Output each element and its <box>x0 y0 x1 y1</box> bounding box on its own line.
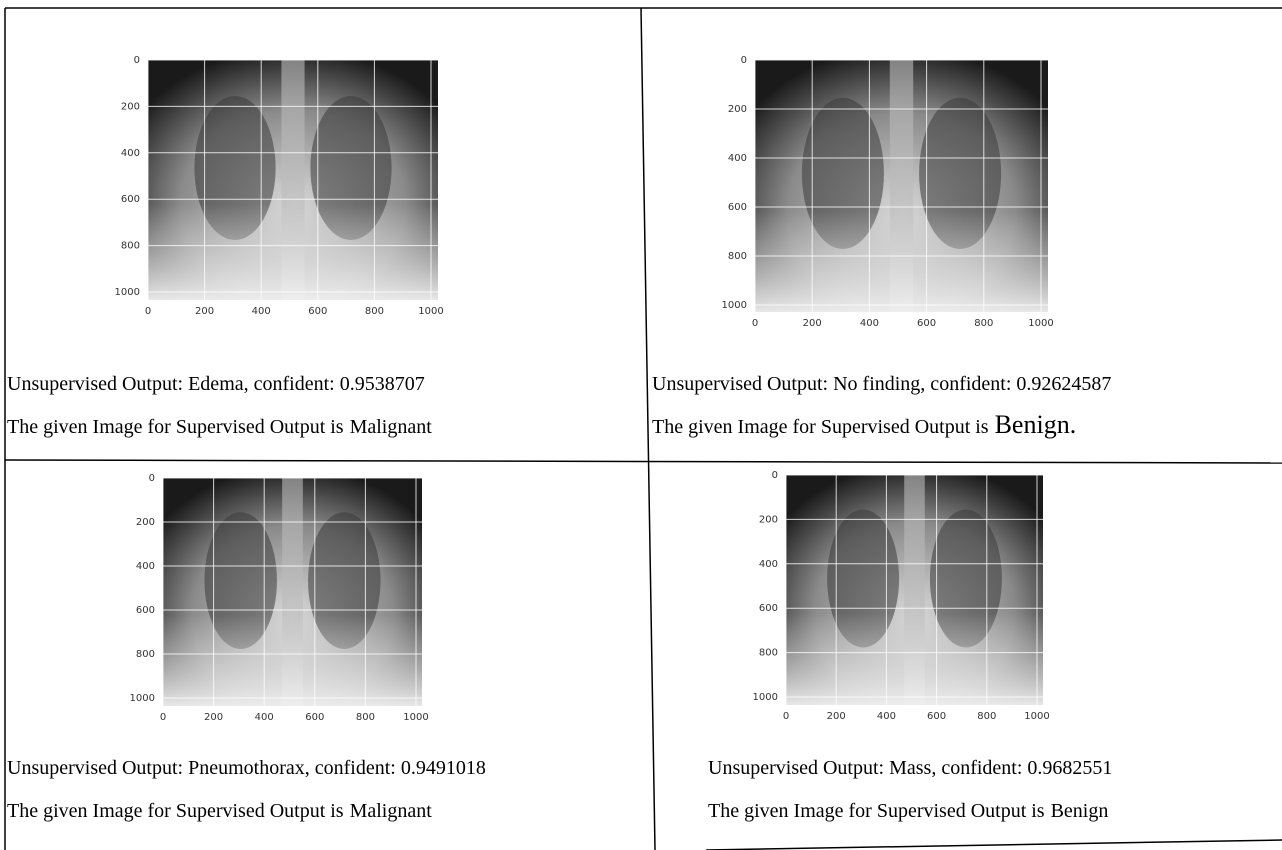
x-tick-label: 1000 <box>1024 711 1049 722</box>
y-tick-label: 600 <box>759 603 778 614</box>
y-tick-label: 200 <box>728 104 747 115</box>
x-tick-label: 1000 <box>1028 318 1053 329</box>
supervised-prefix: The given Image for Supervised Output is <box>7 800 344 822</box>
y-tick-label: 600 <box>121 194 140 205</box>
unsupervised-output: Unsupervised Output: Pneumothorax, confi… <box>7 757 486 779</box>
y-tick-label: 600 <box>728 202 747 213</box>
y-tick-label: 200 <box>759 514 778 525</box>
xray-panel: 0 200 400 600 800 1000 0 200 400 600 800 1000 Unsupe… <box>708 470 1112 822</box>
y-tick-label: 1000 <box>115 287 140 298</box>
x-tick-label: 800 <box>356 712 375 723</box>
x-tick-label: 400 <box>255 712 274 723</box>
x-tick-label: 1000 <box>418 306 443 317</box>
y-tick-label: 1000 <box>722 300 747 311</box>
supervised-result: Benign <box>1051 800 1109 822</box>
x-tick-label: 800 <box>365 306 384 317</box>
supervised-output: The given Image for Supervised Output is… <box>652 410 1076 439</box>
supervised-output: The given Image for Supervised Output is… <box>7 800 432 822</box>
x-tick-label: 0 <box>160 712 166 723</box>
y-tick-label: 0 <box>772 470 778 481</box>
y-tick-label: 0 <box>149 473 155 484</box>
x-tick-label: 0 <box>783 711 789 722</box>
x-tick-label: 400 <box>252 306 271 317</box>
xray-panel: 0 200 400 600 800 1000 0 200 400 600 800 1000 Unsupe… <box>7 473 486 822</box>
supervised-result: Benign. <box>995 410 1077 439</box>
x-tick-label: 600 <box>305 712 324 723</box>
y-tick-label: 400 <box>728 153 747 164</box>
table-borders <box>4 7 1282 850</box>
y-tick-label: 1000 <box>753 692 778 703</box>
x-tick-label: 200 <box>204 712 223 723</box>
supervised-result: Malignant <box>350 416 433 438</box>
supervised-prefix: The given Image for Supervised Output is <box>708 800 1045 822</box>
x-tick-label: 200 <box>803 318 822 329</box>
y-tick-label: 400 <box>136 561 155 572</box>
y-tick-label: 800 <box>136 649 155 660</box>
y-tick-label: 800 <box>759 648 778 659</box>
y-tick-label: 800 <box>728 251 747 262</box>
x-tick-label: 0 <box>752 318 758 329</box>
x-tick-label: 200 <box>827 711 846 722</box>
x-tick-label: 600 <box>308 306 327 317</box>
supervised-output: The given Image for Supervised Output is… <box>708 800 1108 822</box>
xray-panel: 0 200 400 600 800 1000 0 200 400 600 800 1000 Unsupe… <box>7 55 444 438</box>
abdomen <box>755 211 1048 312</box>
y-tick-label: 0 <box>134 55 140 66</box>
supervised-output: The given Image for Supervised Output is… <box>7 416 432 438</box>
abdomen <box>786 613 1043 705</box>
y-tick-label: 400 <box>121 148 140 159</box>
abdomen <box>163 614 422 706</box>
x-tick-label: 1000 <box>403 712 428 723</box>
supervised-prefix: The given Image for Supervised Output is <box>7 416 344 438</box>
x-tick-label: 400 <box>860 318 879 329</box>
x-tick-label: 400 <box>877 711 896 722</box>
y-tick-label: 400 <box>759 559 778 570</box>
y-tick-label: 0 <box>741 55 747 66</box>
y-tick-label: 600 <box>136 605 155 616</box>
supervised-result: Malignant <box>350 800 433 822</box>
lung <box>204 512 277 649</box>
x-tick-label: 0 <box>145 306 151 317</box>
y-tick-label: 200 <box>136 517 155 528</box>
xray-panel: 0 200 400 600 800 1000 0 200 400 600 800 1000 Unsupe… <box>652 55 1111 439</box>
lung <box>308 512 381 649</box>
unsupervised-output: Unsupervised Output: No finding, confide… <box>652 373 1111 395</box>
unsupervised-output: Unsupervised Output: Mass, confident: 0.… <box>708 757 1112 779</box>
x-tick-label: 800 <box>977 711 996 722</box>
abdomen <box>148 204 438 300</box>
unsupervised-output: Unsupervised Output: Edema, confident: 0… <box>7 373 425 395</box>
x-tick-label: 200 <box>195 306 214 317</box>
y-tick-label: 200 <box>121 101 140 112</box>
y-tick-label: 1000 <box>130 693 155 704</box>
y-tick-label: 800 <box>121 241 140 252</box>
x-tick-label: 600 <box>917 318 936 329</box>
x-tick-label: 600 <box>927 711 946 722</box>
x-tick-label: 800 <box>974 318 993 329</box>
supervised-prefix: The given Image for Supervised Output is <box>652 416 989 438</box>
